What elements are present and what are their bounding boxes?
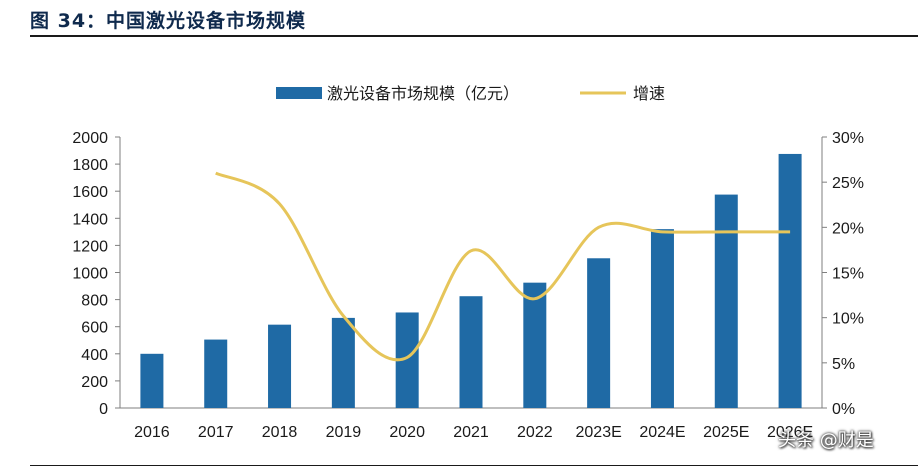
left-y-tick-label: 1000 bbox=[72, 266, 108, 283]
x-tick-label: 2020 bbox=[389, 424, 425, 441]
growth-rate-line bbox=[215, 171, 791, 362]
figure-title: 图 34：中国激光设备市场规模 bbox=[30, 10, 307, 32]
legend-bar-label: 激光设备市场规模（亿元） bbox=[327, 84, 519, 103]
left-y-tick-label: 600 bbox=[81, 320, 108, 337]
bottom-divider bbox=[30, 465, 918, 466]
left-y-tick-label: 800 bbox=[81, 293, 108, 310]
bar-2018 bbox=[268, 324, 292, 408]
bar-2016 bbox=[140, 353, 164, 408]
x-tick-label: 2022 bbox=[517, 424, 553, 441]
left-y-tick-label: 200 bbox=[81, 374, 108, 391]
bar-2025E bbox=[714, 194, 738, 408]
x-tick-label: 2017 bbox=[198, 424, 234, 441]
right-y-tick-label: 30% bbox=[832, 130, 864, 147]
title-divider bbox=[30, 35, 918, 37]
x-tick-label: 2025E bbox=[703, 424, 749, 441]
bar-2021 bbox=[459, 296, 483, 408]
bar-2022 bbox=[523, 282, 547, 408]
x-tick-label: 2023E bbox=[576, 424, 622, 441]
left-y-tick-label: 1200 bbox=[72, 238, 108, 255]
x-tick-label: 2024E bbox=[639, 424, 685, 441]
right-y-tick-label: 20% bbox=[832, 220, 864, 237]
x-tick-label: 2016 bbox=[134, 424, 170, 441]
left-y-tick-label: 0 bbox=[99, 401, 108, 418]
right-y-tick-label: 25% bbox=[832, 175, 864, 192]
bar-2019 bbox=[331, 317, 355, 408]
right-y-tick-label: 5% bbox=[832, 356, 855, 373]
left-y-tick-label: 1400 bbox=[72, 211, 108, 228]
x-tick-label: 2018 bbox=[262, 424, 298, 441]
x-tick-label: 2019 bbox=[326, 424, 362, 441]
legend-bar-swatch bbox=[276, 87, 322, 99]
right-y-tick-label: 0% bbox=[832, 401, 855, 418]
bar-2026E bbox=[778, 153, 802, 408]
left-y-tick-label: 1800 bbox=[72, 157, 108, 174]
bar-2017 bbox=[204, 339, 228, 408]
left-y-tick-label: 2000 bbox=[72, 130, 108, 147]
bar-2024E bbox=[650, 229, 674, 408]
legend-line-label: 增速 bbox=[633, 84, 665, 103]
left-y-tick-label: 1600 bbox=[72, 184, 108, 201]
watermark: 头条 @财是 bbox=[778, 430, 874, 451]
x-tick-label: 2026E bbox=[767, 424, 813, 441]
right-y-tick-label: 10% bbox=[832, 311, 864, 328]
bar-2023E bbox=[587, 258, 611, 408]
left-y-tick-label: 400 bbox=[81, 347, 108, 364]
right-y-tick-label: 15% bbox=[832, 266, 864, 283]
bar-2020 bbox=[395, 312, 419, 408]
x-tick-label: 2021 bbox=[453, 424, 489, 441]
